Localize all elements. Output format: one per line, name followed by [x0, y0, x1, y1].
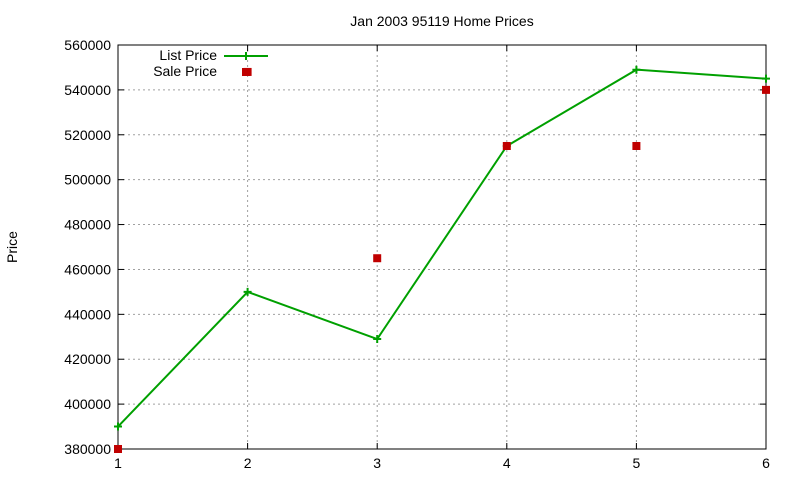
x-tick-label: 5: [633, 455, 641, 471]
sale-price-point: [502, 142, 511, 150]
list-price-point: [762, 74, 770, 83]
plot-frame: [117, 44, 767, 450]
y-tick-label: 540000: [64, 82, 111, 98]
legend-marker-list-price: [242, 52, 250, 60]
y-axis-label: Price: [4, 231, 20, 263]
x-tick-label: 3: [373, 455, 381, 471]
legend-marker-sale-price: [242, 68, 250, 76]
x-tick-label: 4: [503, 455, 511, 471]
x-tick-label: 1: [114, 455, 122, 471]
legend-label-list-price: List Price: [159, 47, 217, 63]
list-price-point: [373, 335, 382, 344]
x-tick-label: 2: [244, 455, 252, 471]
y-tick-label: 480000: [64, 217, 111, 233]
y-tick-label: 460000: [64, 261, 111, 277]
y-tick-label: 400000: [64, 396, 111, 412]
y-tick-label: 440000: [64, 306, 111, 322]
y-tick-label: 520000: [64, 127, 111, 143]
y-tick-label: 420000: [64, 351, 111, 367]
chart-title: Jan 2003 95119 Home Prices: [350, 13, 533, 29]
sale-price-point: [114, 445, 122, 453]
x-tick-label: 6: [762, 455, 770, 471]
y-tick-label: 500000: [64, 172, 111, 188]
legend-label-sale-price: Sale Price: [153, 63, 217, 79]
series-layer: [114, 65, 770, 453]
list-price-point: [114, 422, 122, 431]
list-price-point: [243, 287, 252, 296]
sale-price-point: [762, 85, 770, 94]
y-tick-label: 560000: [64, 37, 111, 53]
axis-ticks: 380000 400000 420000 440000 460000 480000 5000…: [64, 37, 770, 471]
sale-price-point: [632, 142, 641, 150]
y-tick-label: 380000: [64, 441, 111, 457]
list-price-line: [117, 68, 767, 428]
list-price-point: [632, 65, 641, 74]
sale-price-point: [373, 254, 382, 263]
grid: [118, 45, 766, 449]
